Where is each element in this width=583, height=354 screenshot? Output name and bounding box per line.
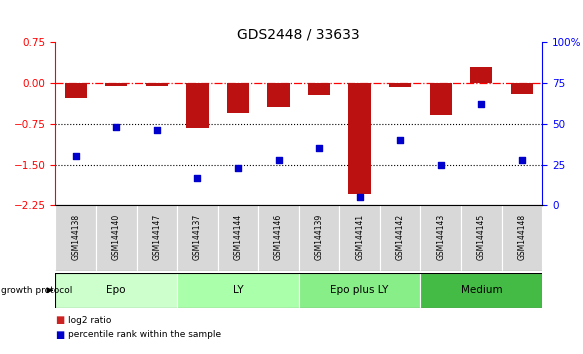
Point <box>517 157 526 162</box>
Text: log2 ratio: log2 ratio <box>68 316 111 325</box>
Bar <box>186 83 209 128</box>
Bar <box>177 273 299 308</box>
Text: ■: ■ <box>55 330 65 339</box>
Point <box>274 157 283 162</box>
Text: GSM144138: GSM144138 <box>71 214 80 260</box>
Bar <box>65 83 87 98</box>
Point <box>314 145 324 151</box>
Bar <box>268 83 290 107</box>
Bar <box>308 83 330 95</box>
Bar <box>501 205 542 271</box>
Bar <box>430 83 452 115</box>
Bar <box>420 273 542 308</box>
Bar <box>511 83 533 94</box>
Point <box>395 137 405 143</box>
Bar <box>461 205 501 271</box>
Bar <box>105 83 128 86</box>
Text: ■: ■ <box>55 315 65 325</box>
Bar <box>217 205 258 271</box>
Point <box>193 175 202 181</box>
Bar <box>55 273 177 308</box>
Bar <box>177 205 217 271</box>
Text: growth protocol: growth protocol <box>1 286 72 295</box>
Point <box>152 127 161 133</box>
Text: GSM144142: GSM144142 <box>396 214 405 260</box>
Text: GSM144139: GSM144139 <box>315 213 324 260</box>
Bar <box>389 83 412 87</box>
Text: GSM144147: GSM144147 <box>152 213 161 260</box>
Point <box>355 194 364 200</box>
Text: GSM144141: GSM144141 <box>355 214 364 260</box>
Title: GDS2448 / 33633: GDS2448 / 33633 <box>237 27 360 41</box>
Text: LY: LY <box>233 285 243 295</box>
Bar <box>136 205 177 271</box>
Text: percentile rank within the sample: percentile rank within the sample <box>68 330 222 339</box>
Text: GSM144137: GSM144137 <box>193 213 202 260</box>
Text: GSM144146: GSM144146 <box>274 213 283 260</box>
Text: GSM144143: GSM144143 <box>436 213 445 260</box>
Point <box>111 124 121 130</box>
Bar <box>146 83 168 86</box>
Text: Epo: Epo <box>107 285 126 295</box>
Text: GSM144145: GSM144145 <box>477 213 486 260</box>
Text: GSM144144: GSM144144 <box>233 213 243 260</box>
Bar <box>298 205 339 271</box>
Bar <box>227 83 249 113</box>
Bar <box>380 205 420 271</box>
Bar <box>470 67 493 83</box>
Bar <box>298 273 420 308</box>
Bar <box>96 205 136 271</box>
Point <box>71 154 80 159</box>
Point <box>233 165 243 171</box>
Bar <box>258 205 299 271</box>
Bar <box>420 205 461 271</box>
Point <box>436 162 445 167</box>
Text: GSM144148: GSM144148 <box>517 214 526 260</box>
Text: Medium: Medium <box>461 285 502 295</box>
Bar <box>339 205 380 271</box>
Bar <box>349 83 371 194</box>
Text: Epo plus LY: Epo plus LY <box>331 285 389 295</box>
Bar <box>55 205 96 271</box>
Point <box>477 102 486 107</box>
Text: GSM144140: GSM144140 <box>112 213 121 260</box>
